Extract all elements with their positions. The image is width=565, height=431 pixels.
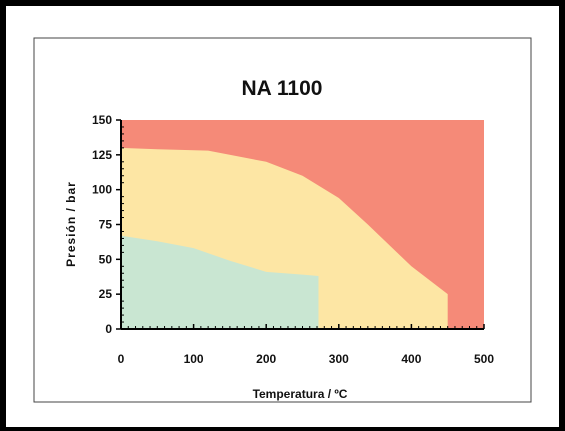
regions-layer <box>121 120 484 329</box>
y-tick-label: 0 <box>105 322 112 336</box>
region-3 <box>121 235 319 329</box>
y-tick-label: 25 <box>99 287 113 301</box>
y-axis-label: Presión / bar <box>64 181 78 267</box>
axes-layer: 0 25 50 75 100 125 150 0 100 200 300 400 500 <box>92 113 494 366</box>
y-tick-label: 50 <box>99 252 113 266</box>
x-tick-label: 100 <box>184 352 204 366</box>
y-tick-label: 75 <box>99 218 113 232</box>
x-tick-label: 200 <box>256 352 276 366</box>
x-tick-label: 0 <box>118 352 125 366</box>
x-tick-label: 400 <box>401 352 421 366</box>
y-tick-label: 150 <box>92 113 112 127</box>
y-tick-label: 100 <box>92 183 112 197</box>
chart-title: NA 1100 <box>242 77 323 100</box>
x-tick-label: 500 <box>474 352 494 366</box>
y-tick-label: 125 <box>92 148 112 162</box>
x-axis-label: Temperatura / ºC <box>253 387 348 401</box>
x-tick-label: 300 <box>329 352 349 366</box>
